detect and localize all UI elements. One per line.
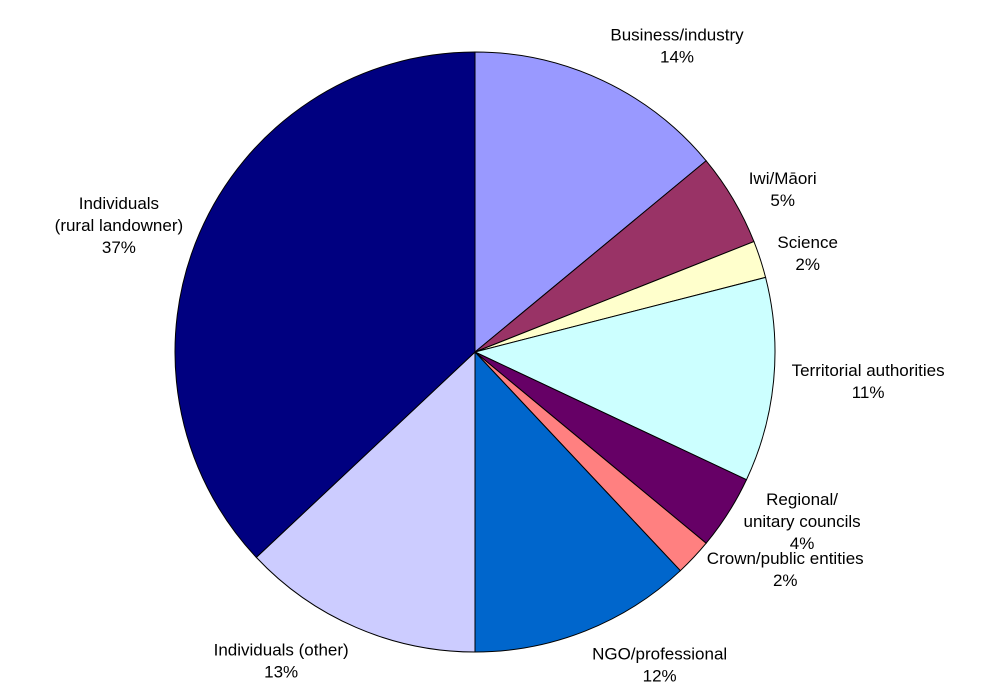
category-label: Iwi/Māori [748, 169, 817, 189]
slice-label: Territorial authorities 11% [792, 360, 945, 404]
slice-label: Iwi/Māori 5% [749, 168, 817, 212]
pie-slice [174, 51, 476, 559]
percent-label: 4% [789, 534, 815, 554]
slice-label: Science 2% [777, 232, 837, 276]
slice-label: NGO/professional 12% [592, 643, 727, 687]
pie-slice [255, 350, 476, 653]
percent-label: 37% [101, 237, 136, 257]
percent-label: 11% [851, 382, 885, 402]
percent-label: 2% [772, 570, 798, 590]
pie-slice [474, 51, 707, 354]
pie-slice [473, 276, 776, 481]
slice-label: Individuals (rural landowner) 37% [55, 193, 184, 259]
percent-label: 14% [659, 47, 695, 67]
category-label: Crown/public entities [706, 548, 864, 568]
category-label: Regional/ unitary councils [743, 490, 861, 532]
slice-label: Individuals (other) 13% [214, 639, 349, 683]
category-label: Individuals (rural landowner) [54, 193, 184, 235]
category-label: NGO/professional [592, 644, 728, 664]
slice-label: Crown/public entities 2% [707, 548, 864, 592]
percent-label: 5% [770, 191, 795, 211]
pie-slice [474, 350, 682, 653]
category-label: Territorial authorities [791, 360, 945, 380]
slice-label: Regional/ unitary councils 4% [743, 489, 860, 555]
category-label: Individuals (other) [213, 640, 349, 660]
category-label: Science [777, 232, 838, 252]
percent-label: 12% [642, 666, 677, 686]
slice-label: Business/industry 14% [610, 25, 743, 69]
percent-label: 2% [795, 254, 820, 274]
category-label: Business/industry [610, 25, 744, 45]
percent-label: 13% [264, 662, 299, 682]
